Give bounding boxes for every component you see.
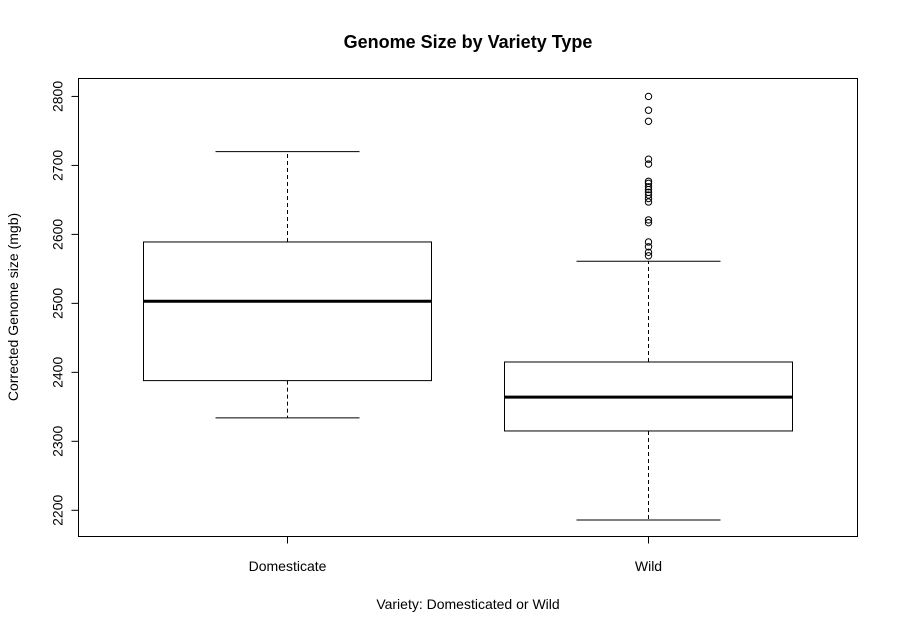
outlier-point <box>644 248 653 257</box>
box-wild <box>504 92 793 521</box>
y-axis-label: Corrected Genome size (mgb) <box>5 213 21 401</box>
x-tick-label: Domesticate <box>249 558 327 574</box>
y-tick-label: 2600 <box>50 219 66 250</box>
outlier-point <box>644 216 653 224</box>
y-tick-label: 2700 <box>50 150 66 181</box>
y-tick-label: 2300 <box>50 426 66 457</box>
outlier-point <box>644 179 653 188</box>
outlier-point <box>644 183 653 191</box>
x-axis: Domesticate Wild <box>249 536 662 574</box>
outlier-point <box>644 155 653 163</box>
box-group <box>143 92 793 521</box>
outlier-point <box>644 106 653 114</box>
x-axis-label: Variety: Domesticated or Wild <box>376 596 559 612</box>
y-tick-label: 2400 <box>50 357 66 388</box>
iqr-box <box>143 241 432 382</box>
outlier-point <box>644 92 653 101</box>
y-tick-label: 2500 <box>50 288 66 319</box>
outlier-point <box>644 252 653 260</box>
outlier-point <box>644 188 653 197</box>
outlier-point <box>644 243 653 251</box>
outlier-point <box>644 191 653 199</box>
x-tick-label: Wild <box>635 558 662 574</box>
outlier-point <box>644 117 653 125</box>
outlier-point <box>644 218 653 227</box>
y-axis: 2200 2300 2400 2500 2600 2700 2800 <box>50 81 79 526</box>
outlier-point <box>644 238 653 246</box>
y-tick-label: 2800 <box>50 81 66 112</box>
outlier-point <box>644 177 653 185</box>
box-domesticate <box>143 151 432 419</box>
y-tick-label: 2200 <box>50 495 66 526</box>
outlier-point <box>644 160 653 168</box>
chart-title: Genome Size by Variety Type <box>344 32 593 52</box>
